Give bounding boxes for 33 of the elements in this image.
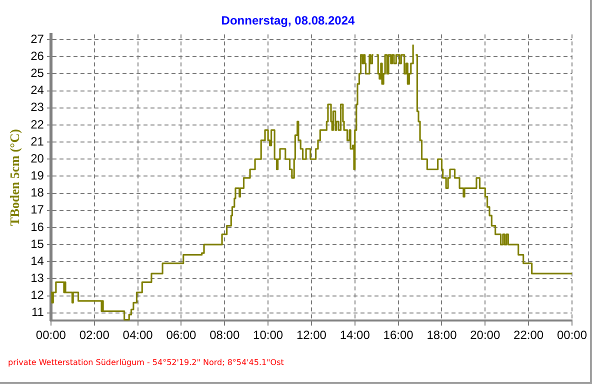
y-tick-label: 25 <box>30 66 44 80</box>
x-tick-label: 14:00 <box>340 328 370 342</box>
x-tick-label: 20:00 <box>470 328 500 342</box>
y-tick-label: 20 <box>30 151 44 166</box>
y-tick-label: 23 <box>30 100 44 114</box>
y-tick-label: 24 <box>30 83 44 98</box>
y-tick-label: 18 <box>30 186 44 200</box>
y-tick-label: 15 <box>30 236 44 251</box>
x-tick-label: 16:00 <box>383 328 414 342</box>
y-tick-label: 12 <box>30 288 44 302</box>
y-tick-label: 16 <box>30 220 44 234</box>
y-tick-label: 13 <box>30 271 44 286</box>
x-tick-label: 06:00 <box>166 328 197 342</box>
y-tick-label: 22 <box>30 117 44 132</box>
y-tick-label: 11 <box>31 305 44 320</box>
y-tick-label: 19 <box>30 168 44 183</box>
x-tick-label: 02:00 <box>79 328 110 342</box>
x-tick-label: 08:00 <box>210 328 240 342</box>
y-axis-title: TBoden 5cm (°C) <box>7 129 22 226</box>
text: private Wetterstation Süderlügum - 54°52'19.2" Nord; 8°54'45.1"Ost <box>8 358 284 368</box>
x-tick-label: 00:00 <box>556 328 588 342</box>
x-tick-label: 10:00 <box>253 328 284 342</box>
y-tick-label: 21 <box>30 134 44 148</box>
chart-title: Donnerstag, 08.08.2024 <box>221 14 356 28</box>
x-tick-label: 22:00 <box>514 328 544 342</box>
x-tick-label: 12:00 <box>296 328 327 342</box>
y-tick-label: 14 <box>30 254 44 268</box>
y-tick-label: 17 <box>30 202 44 217</box>
x-tick-label: 04:00 <box>122 328 154 342</box>
x-tick-label: 00:00 <box>36 328 66 342</box>
x-tick-label: 18:00 <box>426 328 458 342</box>
y-tick-label: 27 <box>30 32 44 46</box>
y-tick-label: 26 <box>30 48 44 63</box>
